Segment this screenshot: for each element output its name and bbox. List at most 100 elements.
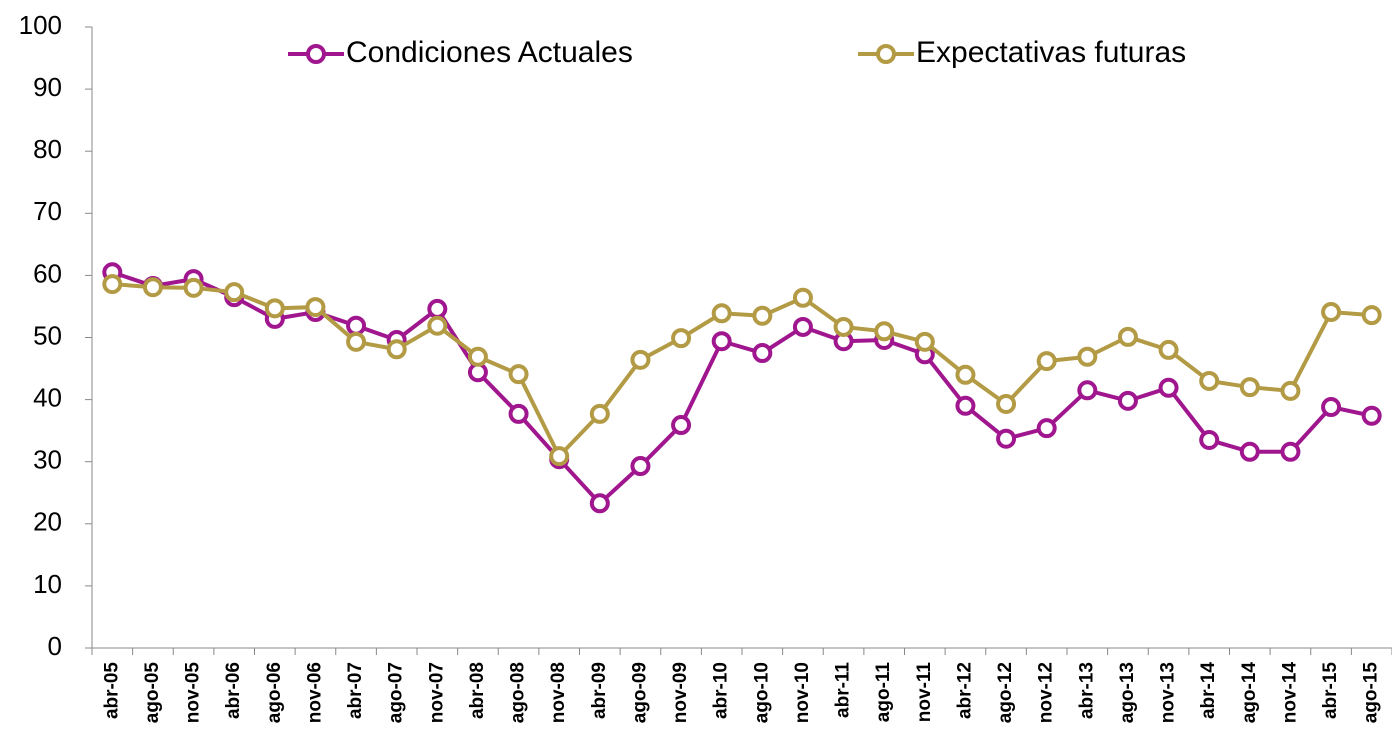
point [549,446,570,467]
point [955,364,976,385]
point [1321,302,1342,323]
point [1280,380,1301,401]
x-tick-label: nov-10 [792,662,813,723]
point [1036,351,1057,372]
y-tick-label: 50 [33,320,62,350]
point [874,321,895,342]
point [346,315,367,336]
point [1361,305,1382,326]
x-tick-label: abr-06 [223,662,244,719]
point [671,328,692,349]
x-tick-label: ago-09 [629,662,650,723]
point [996,393,1017,414]
x-tick-label: abr-08 [467,662,488,719]
legend-marker [306,44,326,64]
point [752,305,773,326]
point [224,282,245,303]
x-tick-label: ago-12 [995,662,1016,723]
point [792,287,813,308]
legend-label: Condiciones Actuales [346,36,633,69]
point [346,331,367,352]
x-tick-label: ago-05 [142,662,163,724]
point [1239,377,1260,398]
x-tick-label: nov-06 [304,662,325,723]
x-tick-label: nov-09 [670,662,691,723]
point [914,331,935,352]
point [508,364,529,385]
x-tick-label: nov-14 [1279,662,1300,724]
x-tick-label: abr-13 [1076,662,1097,719]
x-tick-label: nov-07 [426,662,447,723]
y-tick-label: 10 [33,569,62,599]
point [1077,380,1098,401]
point [102,274,123,295]
y-tick-label: 90 [33,72,62,102]
point [427,315,448,336]
x-tick-label: ago-11 [873,662,894,723]
x-tick-label: nov-12 [1036,662,1057,723]
y-tick-label: 70 [33,196,62,226]
point [630,456,651,477]
x-tick-label: ago-07 [386,662,407,723]
y-tick-label: 20 [33,507,62,537]
point [1077,346,1098,367]
y-tick-label: 0 [48,631,62,661]
point [1117,326,1138,347]
point [427,298,448,319]
legend-label: Expectativas futuras [916,36,1186,69]
x-tick-label: abr-07 [345,662,366,719]
point [264,298,285,319]
x-tick-label: abr-09 [589,662,610,719]
y-tick-label: 80 [33,134,62,164]
y-tick-label: 30 [33,445,62,475]
point [1117,390,1138,411]
x-tick-label: abr-10 [711,662,732,719]
point [1199,370,1220,391]
x-tick-label: nov-11 [914,662,935,723]
point [955,395,976,416]
point [467,346,488,367]
y-tick-label: 60 [33,258,62,288]
point [589,493,610,514]
point [792,316,813,337]
point [752,343,773,364]
x-tick-label: nov-08 [548,662,569,723]
x-tick-label: ago-10 [751,662,772,723]
point [1280,441,1301,462]
point [711,331,732,352]
point [1361,405,1382,426]
point [1239,441,1260,462]
x-tick-label: abr-12 [954,662,975,719]
point [671,415,692,436]
x-tick-label: ago-13 [1117,662,1138,723]
x-tick-label: abr-15 [1320,662,1341,719]
point [1321,397,1342,418]
point [305,297,326,318]
x-tick-label: ago-06 [264,662,285,723]
point [508,403,529,424]
point [630,349,651,370]
y-tick-label: 100 [19,10,62,40]
point [183,277,204,298]
legend-marker [876,44,896,64]
point [1036,418,1057,439]
point [386,339,407,360]
series-line [112,282,1372,460]
point [711,303,732,324]
point [142,277,163,298]
x-tick-label: ago-15 [1361,662,1382,724]
point [589,403,610,424]
point [1158,377,1179,398]
y-tick-label: 40 [33,382,62,412]
point [833,316,854,337]
x-tick-label: nov-05 [183,662,204,724]
x-tick-label: nov-13 [1158,662,1179,723]
point [1158,339,1179,360]
x-tick-label: abr-05 [101,662,122,719]
x-tick-label: abr-11 [833,662,854,718]
x-tick-label: ago-08 [508,662,529,723]
x-tick-label: abr-14 [1198,662,1219,719]
point [1199,429,1220,450]
x-tick-label: ago-14 [1239,662,1260,724]
